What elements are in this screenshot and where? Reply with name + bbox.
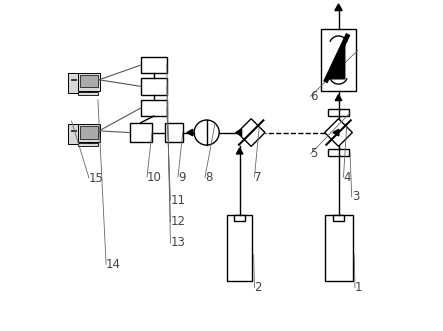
Text: 8: 8 xyxy=(205,170,212,183)
Polygon shape xyxy=(335,4,342,11)
Polygon shape xyxy=(187,129,193,136)
Text: 15: 15 xyxy=(89,171,104,184)
Bar xyxy=(78,73,100,91)
Text: 11: 11 xyxy=(171,194,186,207)
Polygon shape xyxy=(236,129,241,136)
Bar xyxy=(80,126,98,139)
Bar xyxy=(234,215,245,221)
Text: 3: 3 xyxy=(352,190,359,203)
Text: 13: 13 xyxy=(171,236,185,250)
Polygon shape xyxy=(325,119,352,146)
Bar xyxy=(325,215,353,281)
Text: 5: 5 xyxy=(311,148,318,161)
Polygon shape xyxy=(333,129,339,136)
Bar xyxy=(141,57,167,73)
Bar xyxy=(227,215,252,281)
Bar xyxy=(165,123,183,142)
Bar xyxy=(333,215,344,221)
Bar xyxy=(80,75,98,87)
Polygon shape xyxy=(237,119,265,146)
Bar xyxy=(68,73,79,93)
Bar xyxy=(141,78,167,95)
Text: 9: 9 xyxy=(178,170,186,183)
Bar xyxy=(68,124,79,144)
Bar xyxy=(129,123,152,142)
Bar xyxy=(328,109,349,117)
Text: 4: 4 xyxy=(343,170,351,183)
Bar xyxy=(71,78,76,80)
Text: 14: 14 xyxy=(106,258,121,271)
Bar xyxy=(78,143,98,146)
Bar xyxy=(78,92,98,95)
Bar xyxy=(78,124,100,142)
Bar xyxy=(321,29,356,91)
Text: 10: 10 xyxy=(147,170,162,183)
Bar xyxy=(71,130,76,131)
Polygon shape xyxy=(335,95,342,101)
Text: 12: 12 xyxy=(171,215,186,228)
Bar xyxy=(141,100,167,116)
Text: 6: 6 xyxy=(311,90,318,103)
Text: 1: 1 xyxy=(355,281,362,294)
Bar xyxy=(328,149,349,156)
Polygon shape xyxy=(328,42,345,79)
Text: 2: 2 xyxy=(254,281,262,294)
Polygon shape xyxy=(237,148,243,154)
Text: 7: 7 xyxy=(254,170,262,183)
